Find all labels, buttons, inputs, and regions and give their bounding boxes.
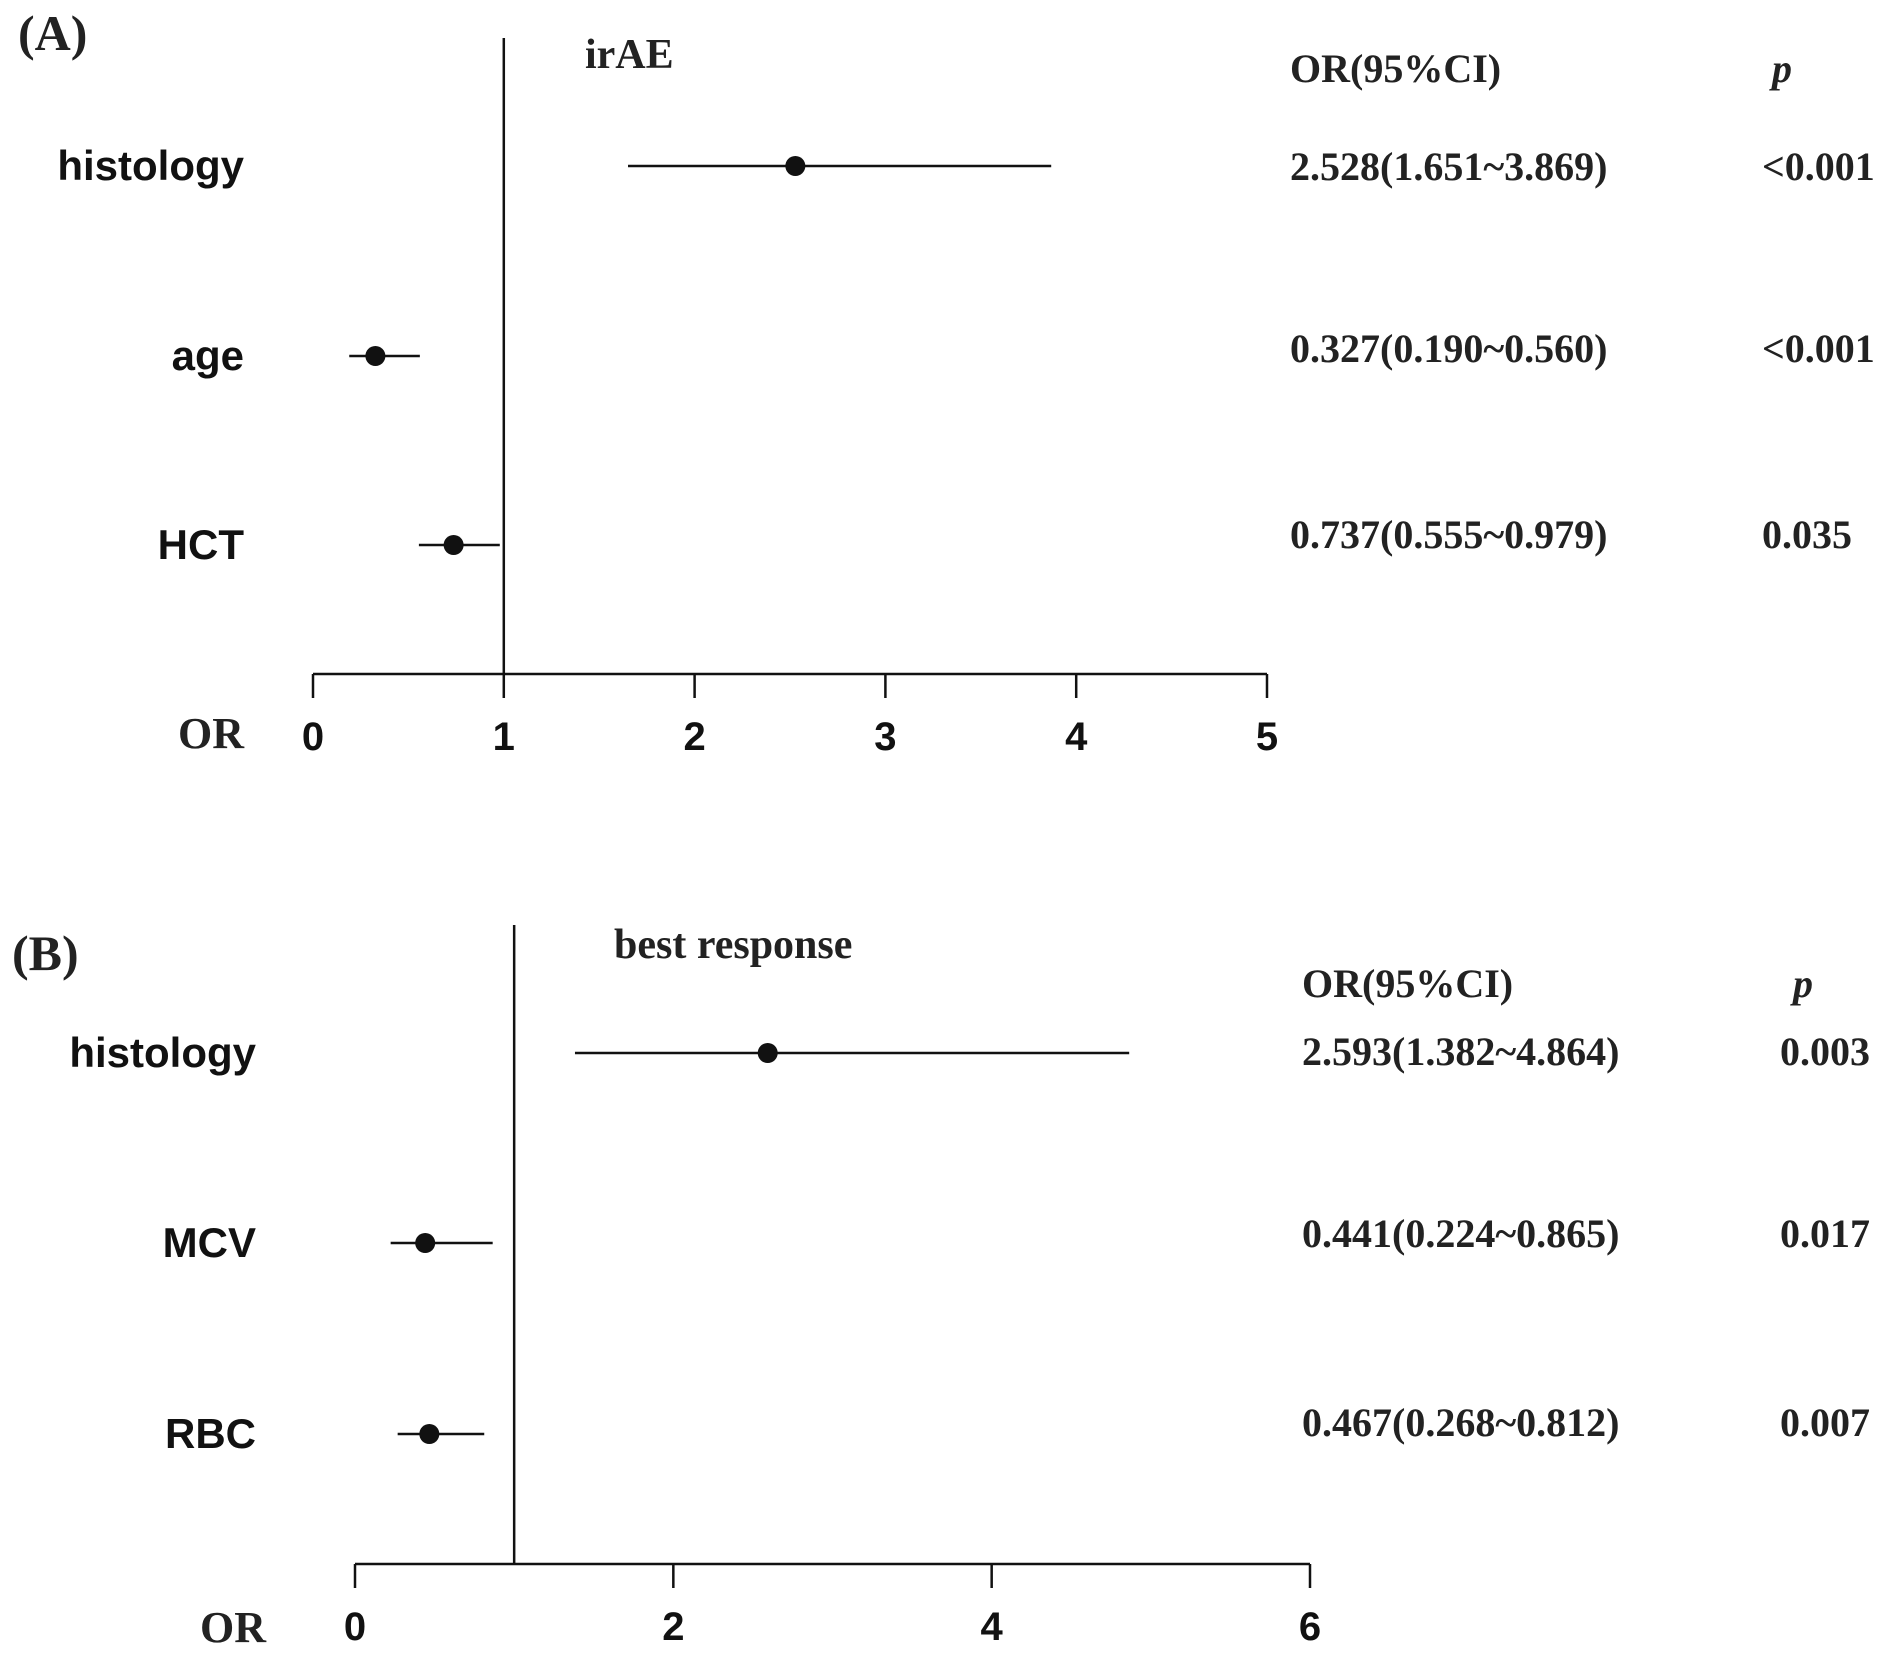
p-value-text: 0.003 (1780, 1029, 1870, 1074)
or-point (785, 156, 806, 176)
p-value-text: <0.001 (1762, 326, 1875, 371)
header-or-ci: OR(95%CI) (1302, 961, 1513, 1006)
p-value-text: 0.017 (1780, 1211, 1870, 1256)
or-point (443, 535, 464, 555)
x-tick-label: 0 (302, 715, 324, 759)
panel-label: (B) (12, 925, 79, 981)
x-tick-label: 3 (874, 715, 896, 759)
or-point (415, 1233, 436, 1253)
x-tick-label: 0 (344, 1605, 366, 1649)
or-point (365, 346, 386, 366)
or-ci-text: 2.528(1.651~3.869) (1290, 144, 1607, 189)
x-tick-label: 4 (981, 1605, 1004, 1649)
x-axis-label: OR (200, 1603, 267, 1652)
x-tick-label: 4 (1065, 715, 1088, 759)
header-p: p (1790, 961, 1813, 1006)
forest-row: histology 2.593(1.382~4.864) 0.003 (69, 1029, 1870, 1076)
forest-row: age 0.327(0.190~0.560) <0.001 (172, 326, 1875, 379)
x-tick-label: 6 (1299, 1605, 1321, 1649)
panel-title: best response (614, 922, 852, 968)
panel-b: (B) best response OR(95%CI) p 0 2 4 6 OR histolog… (12, 922, 1870, 1652)
or-point (757, 1043, 778, 1063)
panel-label: (A) (18, 5, 87, 61)
p-value-text: <0.001 (1762, 144, 1875, 189)
x-tick-label: 2 (683, 715, 705, 759)
row-label: HCT (158, 521, 245, 568)
or-point (419, 1424, 440, 1444)
row-label: MCV (163, 1219, 256, 1266)
p-value-text: 0.035 (1762, 512, 1852, 557)
row-label: histology (69, 1029, 256, 1076)
forest-row: HCT 0.737(0.555~0.979) 0.035 (158, 512, 1852, 568)
x-tick-label: 2 (662, 1605, 684, 1649)
forest-row: MCV 0.441(0.224~0.865) 0.017 (163, 1211, 1870, 1266)
row-label: RBC (165, 1410, 256, 1457)
or-ci-text: 0.737(0.555~0.979) (1290, 512, 1607, 557)
p-value-text: 0.007 (1780, 1400, 1870, 1445)
forest-row: histology 2.528(1.651~3.869) <0.001 (57, 142, 1874, 189)
forest-row: RBC 0.467(0.268~0.812) 0.007 (165, 1400, 1870, 1457)
row-label: age (172, 332, 244, 379)
header-or-ci: OR(95%CI) (1290, 46, 1501, 91)
x-tick-label: 1 (493, 715, 515, 759)
header-p: p (1769, 46, 1792, 91)
or-ci-text: 2.593(1.382~4.864) (1302, 1029, 1619, 1074)
x-tick-label: 5 (1256, 715, 1278, 759)
x-axis-label: OR (178, 709, 245, 758)
panel-a: (A) irAE OR(95%CI) p 0 1 2 3 4 5 OR histology 2.528(… (18, 5, 1875, 759)
row-label: histology (57, 142, 244, 189)
or-ci-text: 0.467(0.268~0.812) (1302, 1400, 1619, 1445)
or-ci-text: 0.441(0.224~0.865) (1302, 1211, 1619, 1256)
panel-title: irAE (585, 32, 674, 78)
or-ci-text: 0.327(0.190~0.560) (1290, 326, 1607, 371)
